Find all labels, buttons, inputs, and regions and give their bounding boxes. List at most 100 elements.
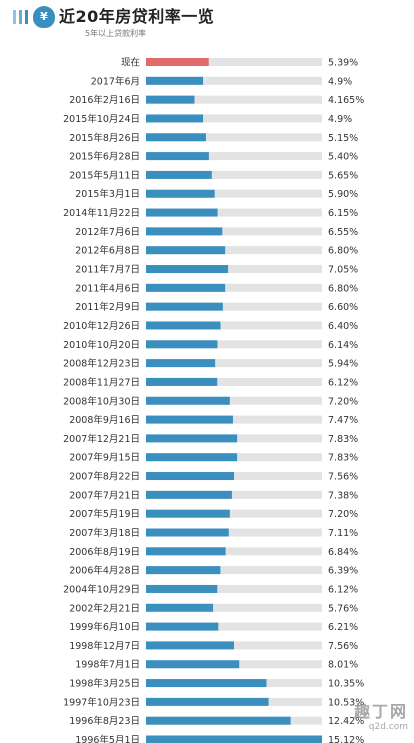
bar (146, 359, 216, 368)
bar-track (146, 547, 322, 556)
category-label: 1999年6月10日 (69, 621, 140, 633)
bar (146, 509, 230, 518)
bar-track (146, 283, 322, 292)
category-label: 2007年8月22日 (69, 471, 140, 483)
category-label: 2014年11月22日 (63, 207, 140, 219)
category-label: 2007年9月15日 (69, 452, 140, 464)
bar (146, 396, 230, 405)
bar (146, 302, 223, 311)
value-label: 4.165% (328, 95, 364, 106)
bar-track (146, 396, 322, 405)
category-label: 2011年4月6日 (75, 282, 140, 294)
bar-track (146, 340, 322, 349)
value-label: 10.53% (328, 697, 364, 708)
bar-track (146, 622, 322, 631)
bar (146, 735, 322, 743)
bar-track (146, 189, 322, 198)
watermark: 趣丁网 q2d.com (354, 698, 408, 732)
bar-track (146, 58, 322, 66)
bar (146, 133, 206, 142)
value-label: 6.40% (328, 321, 358, 332)
value-label: 7.83% (328, 434, 358, 445)
category-label: 2011年7月7日 (75, 264, 140, 276)
category-label: 2016年2月16日 (69, 94, 140, 106)
bar (146, 340, 218, 349)
category-label: 1997年10月23日 (63, 696, 140, 708)
decorative-bar (25, 10, 28, 24)
decorative-bar (13, 10, 16, 24)
category-label: 2007年5月19日 (69, 508, 140, 520)
category-label: 2015年6月28日 (69, 151, 140, 163)
value-label: 6.80% (328, 283, 358, 294)
category-label: 2017年6月 (91, 75, 140, 87)
bar-track (146, 152, 322, 161)
category-label: 1998年3月25日 (69, 678, 140, 690)
category-label: 2008年9月16日 (69, 414, 140, 426)
bar (146, 453, 238, 462)
bar (146, 321, 221, 330)
value-label: 6.60% (328, 302, 358, 313)
value-label: 6.12% (328, 584, 358, 595)
chart-header: ¥ 近20年房贷利率一览 5年以上贷款利率 (0, 0, 414, 48)
value-label: 7.05% (328, 265, 358, 276)
bar (146, 208, 218, 217)
watermark-text: 趣丁网 (353, 702, 408, 721)
bar (146, 622, 219, 631)
value-label: 5.39% (328, 58, 358, 69)
value-label: 7.56% (328, 472, 358, 483)
bar-track (146, 76, 322, 85)
category-label: 2007年3月18日 (69, 527, 140, 539)
bar (146, 434, 238, 443)
category-label: 2010年10月20日 (63, 339, 140, 351)
value-label: 6.55% (328, 227, 358, 238)
value-label: 7.38% (328, 490, 358, 501)
bar-track (146, 415, 322, 424)
category-label: 2006年4月28日 (69, 565, 140, 577)
bar-track (146, 265, 322, 274)
value-label: 6.15% (328, 208, 358, 219)
value-label: 7.11% (328, 528, 358, 539)
category-label: 1998年7月1日 (75, 659, 140, 671)
category-label: 1996年5月1日 (75, 734, 140, 743)
category-label: 2006年8月19日 (69, 546, 140, 558)
bar-highlight (146, 58, 209, 66)
value-label: 6.39% (328, 566, 358, 577)
category-label: 2011年2月9日 (75, 301, 140, 313)
bar-track (146, 227, 322, 236)
watermark-url: q2d.com (368, 722, 408, 732)
category-label: 2008年12月23日 (63, 358, 140, 370)
category-label: 1998年12月7日 (69, 640, 140, 652)
value-label: 8.01% (328, 660, 358, 671)
value-label: 7.83% (328, 453, 358, 464)
value-label: 6.84% (328, 547, 358, 558)
category-label: 2015年8月26日 (69, 132, 140, 144)
bar (146, 566, 221, 575)
bar (146, 76, 204, 85)
bar (146, 246, 226, 255)
bar (146, 170, 212, 179)
bar (146, 377, 218, 386)
bar (146, 528, 229, 537)
category-label: 2002年2月21日 (69, 602, 140, 614)
category-label: 2015年3月1日 (75, 188, 140, 200)
bar-track (146, 377, 322, 386)
bar (146, 584, 218, 593)
category-label: 2012年6月8日 (75, 245, 140, 257)
category-label: 2015年5月11日 (69, 169, 140, 181)
decorative-bar (19, 10, 22, 24)
value-label: 6.80% (328, 246, 358, 257)
bar (146, 265, 229, 274)
bar (146, 490, 232, 499)
bar (146, 152, 209, 161)
bar-track (146, 246, 322, 255)
bar (146, 189, 215, 198)
value-label: 7.20% (328, 396, 358, 407)
category-label: 2007年12月21日 (63, 433, 140, 445)
bar (146, 472, 234, 481)
bar-track (146, 603, 322, 612)
value-label: 5.76% (328, 603, 358, 614)
value-label: 4.9% (328, 76, 352, 87)
chart-subtitle: 5年以上贷款利率 (85, 29, 147, 38)
bar-track (146, 170, 322, 179)
